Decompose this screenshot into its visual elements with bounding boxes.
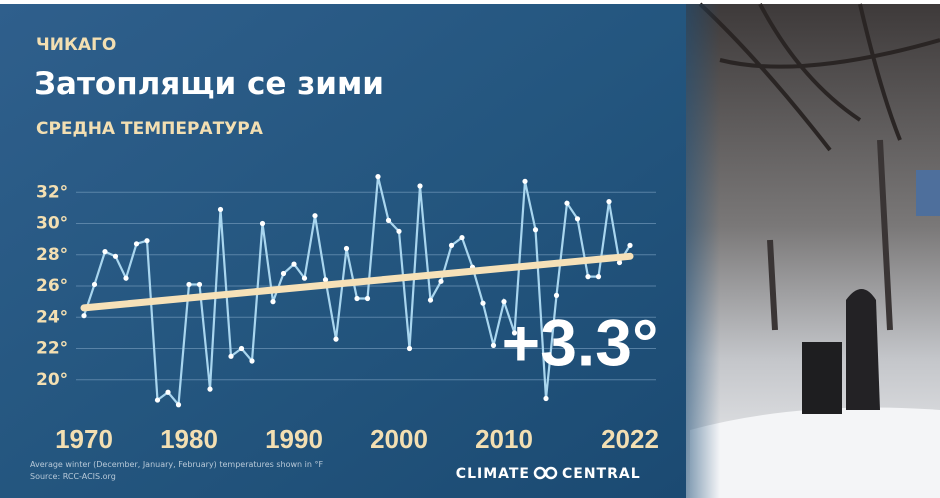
data-point	[249, 358, 255, 364]
data-point	[196, 281, 203, 288]
data-point	[448, 242, 455, 248]
data-point	[490, 342, 497, 348]
trend-line	[80, 252, 634, 312]
data-point	[543, 395, 549, 402]
data-point	[406, 345, 413, 352]
subtitle: СРЕДНА ТЕМПЕРАТУРА	[36, 119, 264, 139]
y-tick-label: 26°	[36, 276, 68, 296]
data-point	[312, 213, 318, 219]
data-point	[123, 275, 129, 281]
data-point	[207, 386, 213, 392]
data-point	[427, 297, 434, 303]
data-point	[238, 345, 245, 352]
y-tick-label: 30°	[36, 214, 68, 234]
data-point	[354, 295, 360, 302]
data-point	[375, 174, 381, 180]
data-point	[480, 300, 486, 306]
data-point	[112, 253, 119, 259]
x-tick-label: 2010	[475, 424, 533, 454]
photo	[660, 2, 940, 498]
data-point	[102, 249, 108, 255]
data-point	[259, 220, 266, 227]
data-point	[396, 228, 402, 234]
data-point	[333, 336, 339, 342]
data-point	[217, 206, 224, 213]
data-point	[270, 299, 276, 305]
data-point	[301, 275, 308, 281]
data-point	[81, 313, 87, 319]
data-point	[553, 292, 560, 298]
y-tick-label: 28°	[36, 245, 68, 265]
annotation: +3.3°	[502, 305, 659, 379]
data-point	[522, 178, 528, 184]
chart-panel	[0, 4, 686, 498]
data-point	[280, 270, 287, 277]
data-point	[91, 281, 98, 288]
data-point	[322, 277, 329, 283]
data-point	[291, 261, 297, 267]
data-point	[417, 183, 423, 189]
y-tick-label: 24°	[36, 307, 68, 327]
logo-text: CLIMATE	[456, 466, 530, 482]
y-tick-label: 32°	[36, 182, 68, 202]
data-point	[228, 353, 234, 359]
data-point	[574, 216, 581, 222]
data-point	[459, 234, 465, 241]
data-point	[186, 281, 192, 288]
data-point	[501, 299, 507, 305]
data-point	[438, 278, 444, 284]
data-point	[385, 217, 392, 223]
data-point	[165, 389, 171, 395]
data-point	[595, 274, 602, 280]
y-tick-label: 20°	[36, 370, 68, 390]
logo-icon	[533, 466, 558, 480]
x-tick-label: 1970	[55, 424, 113, 454]
note: Average winter (December, January, Febru…	[30, 460, 323, 469]
data-point	[364, 295, 371, 302]
chart-title: Затоплящи се зими	[34, 66, 384, 102]
data-point	[343, 245, 350, 252]
x-tick-label: 2022	[601, 424, 659, 454]
data-point	[175, 402, 182, 408]
logo-text: CENTRAL	[562, 466, 641, 482]
data-point	[133, 241, 140, 247]
note: Source: RCC-ACIS.org	[30, 472, 116, 481]
x-tick-label: 1990	[265, 424, 323, 454]
data-point	[532, 227, 539, 233]
data-point	[511, 330, 518, 336]
data-point	[144, 238, 150, 244]
data-point	[616, 259, 623, 266]
data-point	[154, 397, 161, 403]
data-point	[564, 200, 570, 206]
data-point	[606, 199, 612, 205]
data-point	[627, 242, 633, 248]
x-tick-label: 2000	[370, 424, 428, 454]
x-tick-label: 1980	[160, 424, 218, 454]
kicker: ЧИКАГО	[36, 35, 116, 55]
data-point	[585, 274, 591, 280]
y-tick-label: 22°	[36, 339, 68, 359]
